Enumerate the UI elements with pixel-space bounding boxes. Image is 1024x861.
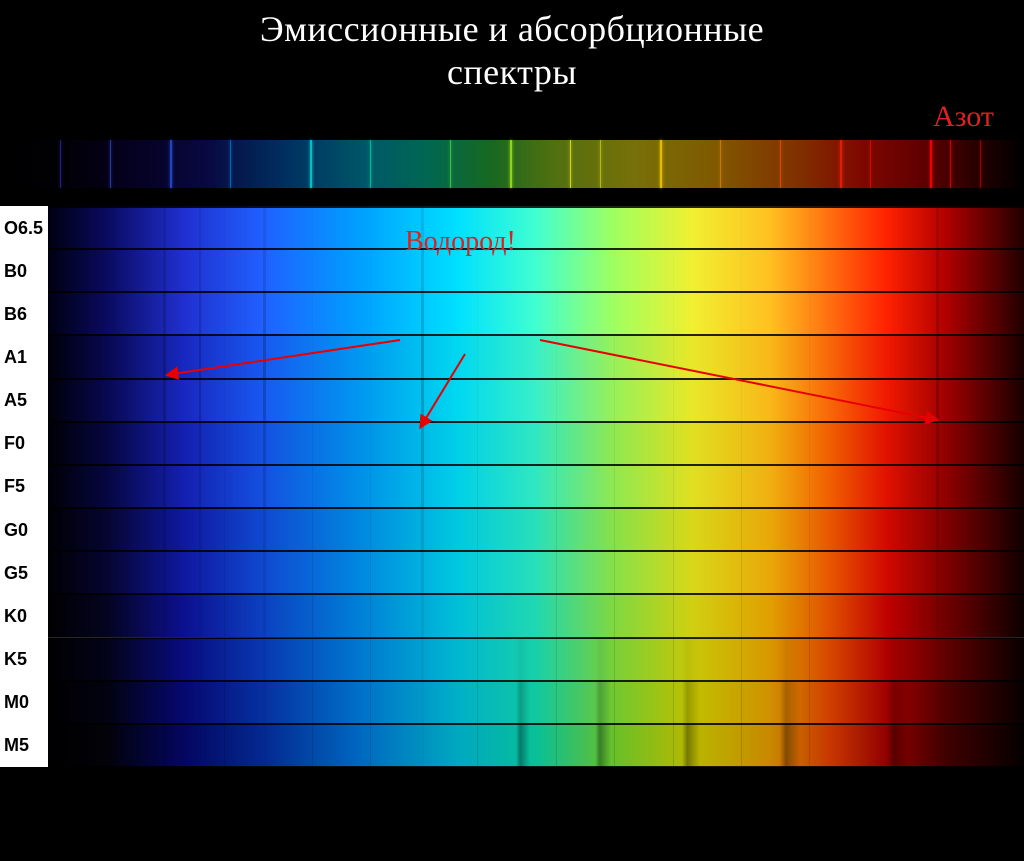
spectrum-row-F5 — [48, 465, 1024, 508]
class-label-F0: F0 — [0, 434, 48, 452]
class-label-G5: G5 — [0, 564, 48, 582]
spectrum-row-K0 — [48, 594, 1024, 637]
hydrogen-label: Водород! — [405, 226, 516, 258]
class-label-G0: G0 — [0, 521, 48, 539]
class-label-B6: B6 — [0, 305, 48, 323]
spectrum-row-M5 — [48, 724, 1024, 767]
spectrum-row-B0 — [48, 249, 1024, 292]
spectrum-row-B6 — [48, 292, 1024, 335]
class-label-K5: K5 — [0, 650, 48, 668]
class-label-A5: A5 — [0, 391, 48, 409]
class-label-F5: F5 — [0, 477, 48, 495]
spectrum-row-K5 — [48, 638, 1024, 681]
page-title: Эмиссионные и абсорбционные спектры — [0, 0, 1024, 94]
title-line1: Эмиссионные и абсорбционные — [260, 9, 764, 49]
spectrum-row-A5 — [48, 379, 1024, 422]
class-label-A1: A1 — [0, 348, 48, 366]
class-label-M5: M5 — [0, 736, 48, 754]
class-label-O6.5: O6.5 — [0, 219, 48, 237]
nitrogen-label: Азот — [933, 100, 994, 134]
spectrum-row-G5 — [48, 551, 1024, 594]
nitrogen-emission-spectrum — [0, 140, 1024, 188]
spectrum-row-M0 — [48, 681, 1024, 724]
spectrum-row-O6.5 — [48, 206, 1024, 249]
stellar-spectra-chart: O6.5 B0 B6 A1 A5 F0 F5 G0 G5 K0 K5 M0 M5 — [0, 206, 1024, 767]
title-line2: спектры — [447, 52, 577, 92]
spectrum-row-A1 — [48, 335, 1024, 378]
class-label-K0: K0 — [0, 607, 48, 625]
class-label-M0: M0 — [0, 693, 48, 711]
class-label-B0: B0 — [0, 262, 48, 280]
spectrum-row-G0 — [48, 508, 1024, 551]
spectrum-row-F0 — [48, 422, 1024, 465]
